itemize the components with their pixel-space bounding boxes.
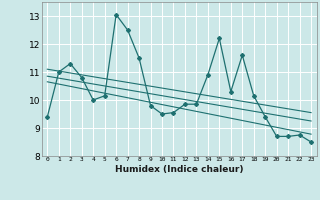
X-axis label: Humidex (Indice chaleur): Humidex (Indice chaleur) (115, 165, 244, 174)
